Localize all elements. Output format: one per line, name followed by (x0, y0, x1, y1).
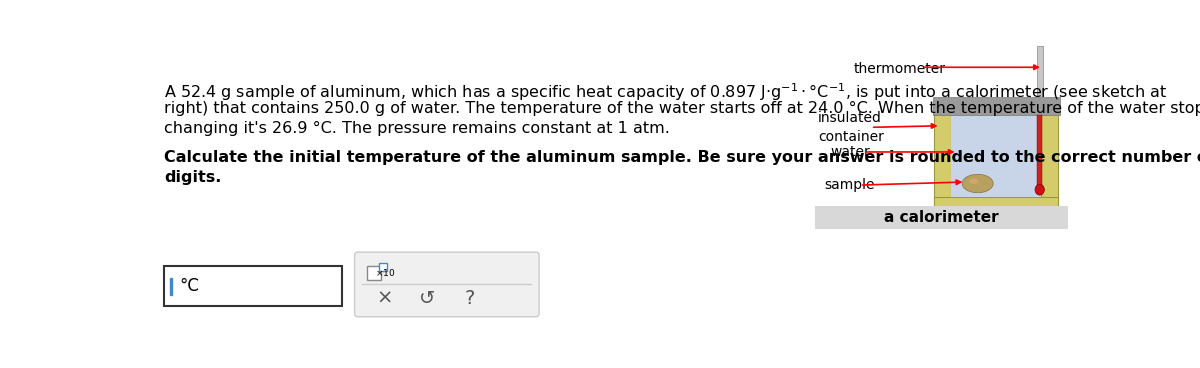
Bar (1037, 46, 1043, 96)
Text: insulated
container: insulated container (818, 111, 884, 144)
Text: A 52.4 g sample of aluminum, which has a specific heat capacity of 0.897 J$\cdot: A 52.4 g sample of aluminum, which has a… (164, 81, 1168, 103)
Ellipse shape (970, 178, 978, 184)
Text: ?: ? (464, 289, 475, 308)
Text: ↺: ↺ (419, 289, 436, 308)
Bar (170, 278, 173, 295)
Text: changing it's 26.9 °C. The pressure remains constant at 1 atm.: changing it's 26.9 °C. The pressure rema… (164, 121, 670, 136)
Text: °C: °C (180, 277, 199, 295)
Text: thermometer: thermometer (853, 62, 946, 76)
Text: a calorimeter: a calorimeter (884, 210, 998, 225)
Bar (932, 96, 1060, 115)
Bar (1037, 115, 1042, 194)
Bar (1042, 103, 1058, 213)
Bar (935, 197, 1058, 213)
Bar (164, 266, 342, 306)
Text: Calculate the initial temperature of the aluminum sample. Be sure your answer is: Calculate the initial temperature of the… (164, 151, 1200, 166)
Text: sample: sample (824, 178, 875, 192)
Text: digits.: digits. (164, 170, 221, 185)
Bar (379, 263, 388, 270)
Bar (935, 103, 952, 213)
Text: ×: × (377, 289, 394, 308)
Ellipse shape (1036, 184, 1044, 195)
Text: $\times$10: $\times$10 (374, 267, 395, 278)
Bar (815, 206, 1068, 229)
Text: water: water (830, 145, 870, 159)
Bar (367, 266, 380, 280)
Bar (952, 109, 1042, 197)
Text: right) that contains 250.0 g of water. The temperature of the water starts off a: right) that contains 250.0 g of water. T… (164, 101, 1200, 116)
Ellipse shape (962, 174, 994, 193)
FancyBboxPatch shape (355, 252, 539, 317)
